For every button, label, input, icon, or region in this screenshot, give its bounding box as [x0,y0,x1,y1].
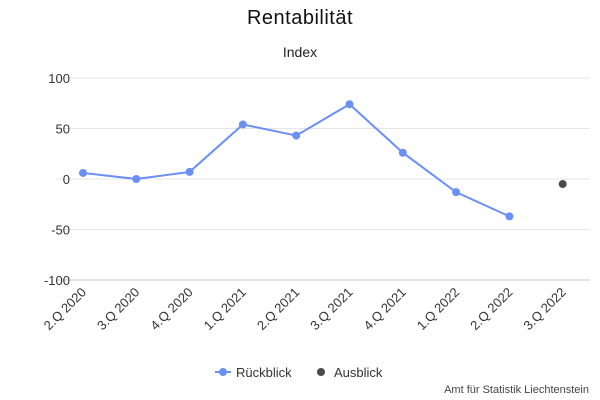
source-credit: Amt für Statistik Liechtenstein [444,384,589,396]
legend-marker [219,368,227,376]
data-point [132,175,141,183]
data-point [185,167,194,176]
data-point [505,212,514,221]
data-point [452,188,461,197]
x-axis-labels: 2.Q 2020 3.Q 2020 4.Q 2020 1.Q 2021 2.Q 2021… [41,285,569,333]
x-tick-label: 3.Q 2020 [94,285,142,333]
chart-subtitle: Index [282,44,318,60]
legend-marker [317,368,325,376]
x-tick-label: 4.Q 2020 [147,285,195,333]
x-tick-label: 4.Q 2021 [360,285,408,333]
data-points [79,100,567,221]
data-point [345,100,354,109]
chart-title: Rentabilität [246,7,354,29]
y-tick-label: -50 [51,223,70,238]
x-tick-label: 2.Q 2021 [254,285,302,333]
legend-item: Rückblick [215,365,292,380]
x-tick-label: 3.Q 2021 [307,285,355,333]
y-tick-label: 50 [56,122,70,137]
legend-item: Ausblick [317,365,383,380]
y-tick-label: 0 [63,172,70,187]
legend: Rückblick Ausblick [215,365,383,380]
data-point [238,120,247,129]
data-point [292,131,301,140]
series-lines [82,103,510,218]
x-tick-label: 1.Q 2021 [201,285,249,333]
data-point [398,148,407,157]
y-tick-label: -100 [44,273,70,288]
x-tick-label: 1.Q 2022 [414,285,462,333]
y-tick-label: 100 [48,71,70,86]
data-point [79,168,87,177]
legend-label: Rückblick [236,365,292,380]
grid-lines [56,77,590,281]
y-axis-labels: -100 -50 0 50 100 [44,71,70,288]
data-point [558,180,567,189]
legend-label: Ausblick [334,365,383,380]
x-tick-label: 2.Q 2020 [41,285,89,333]
series-line [82,103,510,218]
x-tick-label: 2.Q 2022 [467,285,515,333]
x-tick-label: 3.Q 2022 [520,285,568,333]
